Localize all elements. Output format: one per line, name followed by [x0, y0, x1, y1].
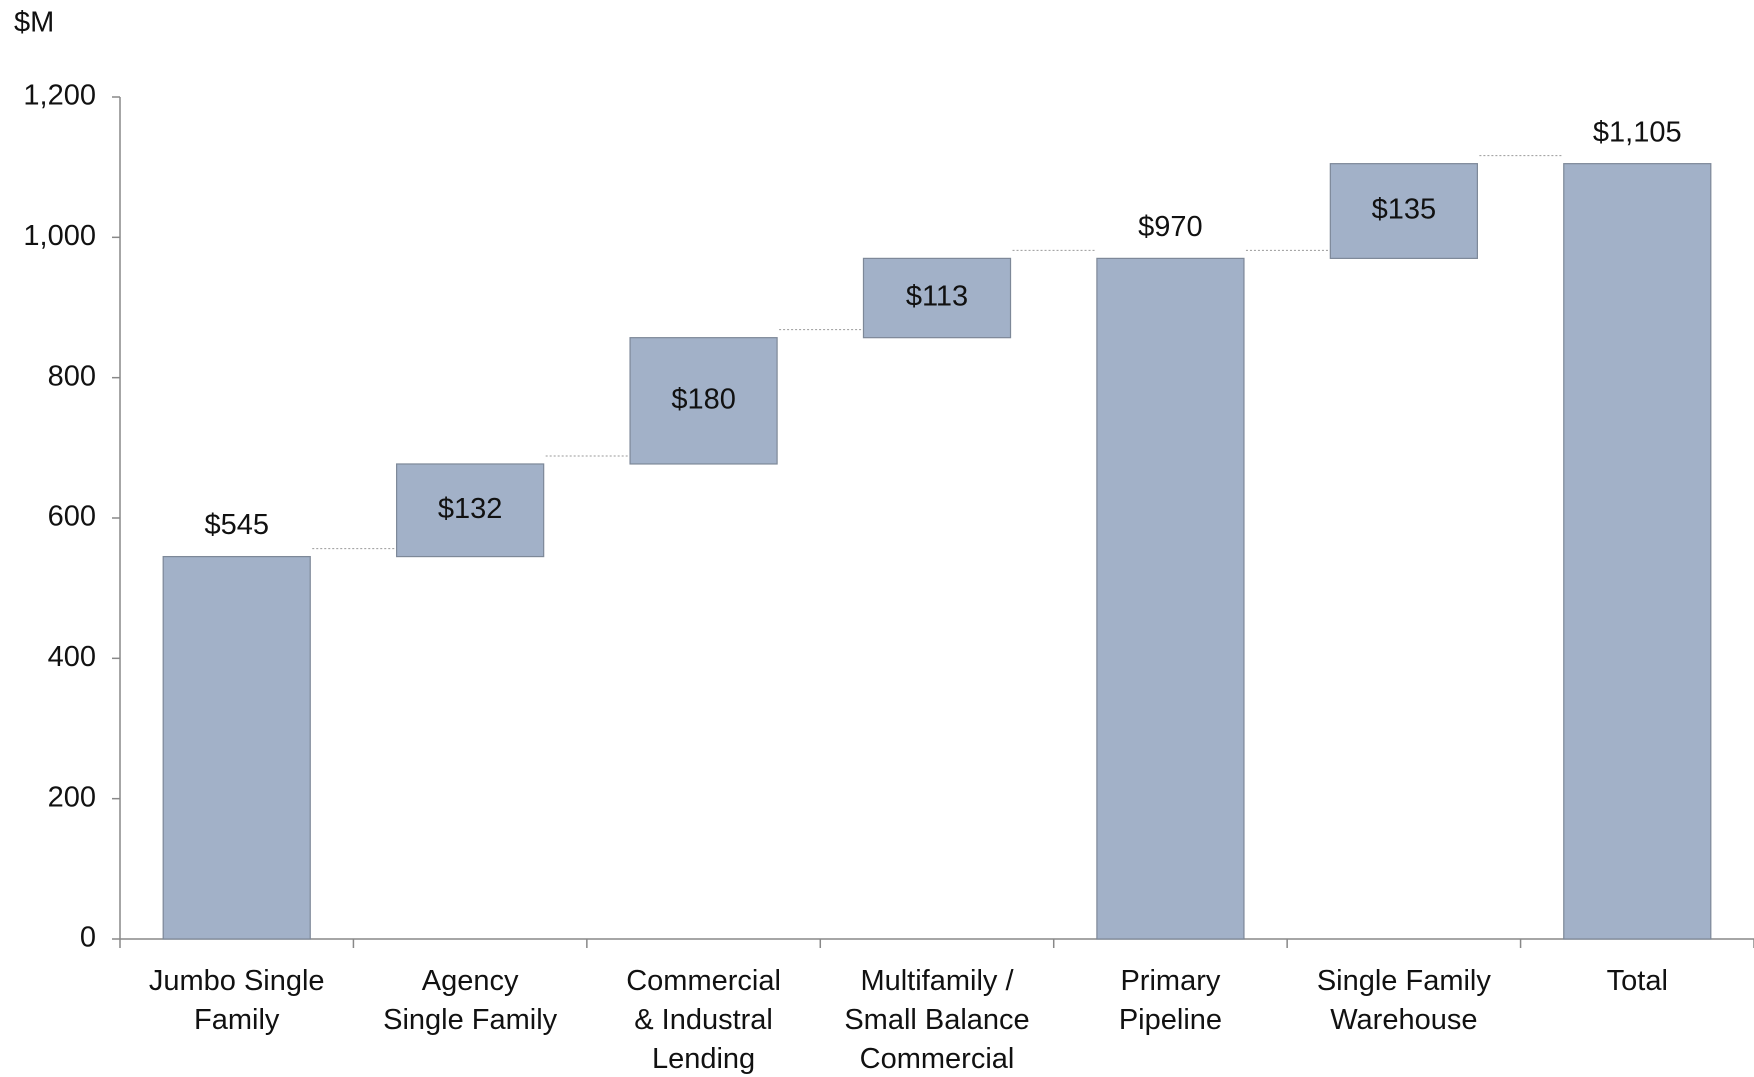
bar: [1563, 163, 1712, 940]
bar: [1329, 163, 1478, 259]
x-tick-label: Single Family Warehouse: [1317, 965, 1492, 1036]
y-tick-label: 800: [48, 360, 96, 392]
x-tick-label: Total: [1607, 965, 1668, 997]
x-tick-label: Jumbo Single Family: [149, 965, 325, 1036]
x-tick-label: Agency Single Family: [383, 965, 558, 1036]
value-label: $135: [1372, 194, 1437, 226]
value-label: $545: [204, 509, 269, 541]
value-label: $180: [671, 383, 736, 415]
y-tick-label: 1,000: [23, 220, 96, 252]
value-label: $113: [906, 281, 968, 313]
value-label: $970: [1138, 211, 1203, 243]
value-label: $132: [438, 493, 503, 525]
x-tick-label: Commercial & Industral Lending: [626, 965, 781, 1075]
x-tick-label: Primary Pipeline: [1119, 965, 1222, 1036]
bar: [162, 555, 311, 940]
y-tick-label: 200: [48, 781, 96, 813]
y-tick-label: 1,200: [23, 80, 96, 112]
bar: [396, 463, 545, 558]
y-axis-label: $M: [14, 7, 54, 39]
y-tick-label: 0: [80, 922, 96, 954]
bar: [629, 337, 778, 465]
y-tick-label: 600: [48, 501, 96, 533]
x-tick-label: Multifamily / Small Balance Commercial: [844, 965, 1029, 1075]
y-tick-label: 400: [48, 641, 96, 673]
bar: [1096, 257, 1245, 940]
bar: [862, 257, 1012, 339]
value-label: $1,105: [1593, 116, 1682, 148]
